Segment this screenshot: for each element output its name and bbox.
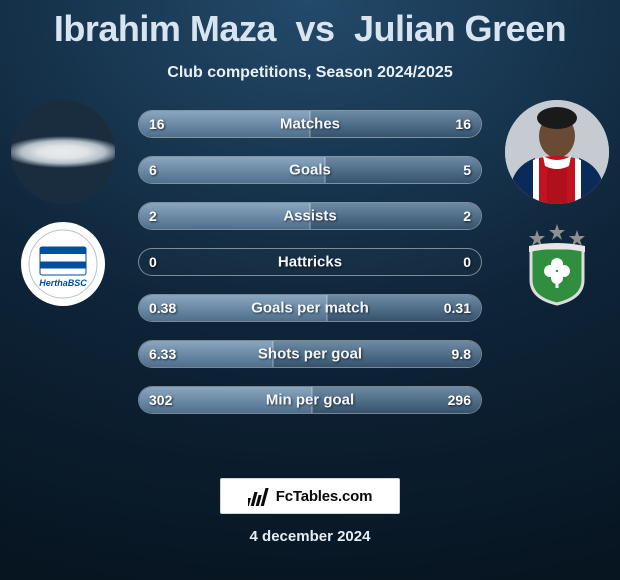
stat-fill-left [139,203,310,229]
stat-row: 6.339.8Shots per goal [138,340,482,368]
stat-row: 302296Min per goal [138,386,482,414]
stat-row: 0.380.31Goals per match [138,294,482,322]
stat-label: Hattricks [139,254,481,271]
title-player2: Julian Green [354,8,566,49]
stat-value-right: 0 [463,254,471,270]
title-vs: vs [295,8,334,49]
title-player1: Ibrahim Maza [54,8,276,49]
stat-fill-right [312,387,481,413]
stat-fill-left [139,111,310,137]
stat-fill-right [325,157,481,183]
stat-value-left: 0 [149,254,157,270]
stat-fill-right [327,295,481,321]
player2-club-badge [515,222,599,306]
brand-text: FcTables.com [276,488,373,505]
greuther-fuerth-icon [515,222,599,306]
stat-fill-left [139,341,273,367]
stat-fill-left [139,295,327,321]
bar-chart-icon [248,486,270,506]
hertha-bsc-icon: HerthaBSC [28,229,98,299]
comparison-card: Ibrahim Maza vs Julian Green Club compet… [0,0,620,580]
right-column [502,100,612,450]
stat-row: 0 0Hattricks [138,248,482,276]
player2-avatar [505,100,609,204]
brand-badge: FcTables.com [220,478,400,514]
stat-fill-right [310,203,481,229]
stat-fill-left [139,157,325,183]
stat-row: 65Goals [138,156,482,184]
stat-fill-right [310,111,481,137]
svg-text:HerthaBSC: HerthaBSC [39,278,87,288]
player1-avatar [11,100,115,204]
stat-fill-right [273,341,481,367]
subtitle: Club competitions, Season 2024/2025 [0,64,620,82]
stat-fill-left [139,387,312,413]
stat-rows: 1616Matches 65Goals 22Assists 0 0Hattricks 0.… [138,110,482,414]
left-column: HerthaBSC [8,100,118,450]
stat-row: 22Assists [138,202,482,230]
date: 4 december 2024 [0,528,620,545]
title: Ibrahim Maza vs Julian Green [0,0,620,50]
player1-club-badge: HerthaBSC [21,222,105,306]
stats-arena: HerthaBSC [0,100,620,450]
stat-row: 1616Matches [138,110,482,138]
